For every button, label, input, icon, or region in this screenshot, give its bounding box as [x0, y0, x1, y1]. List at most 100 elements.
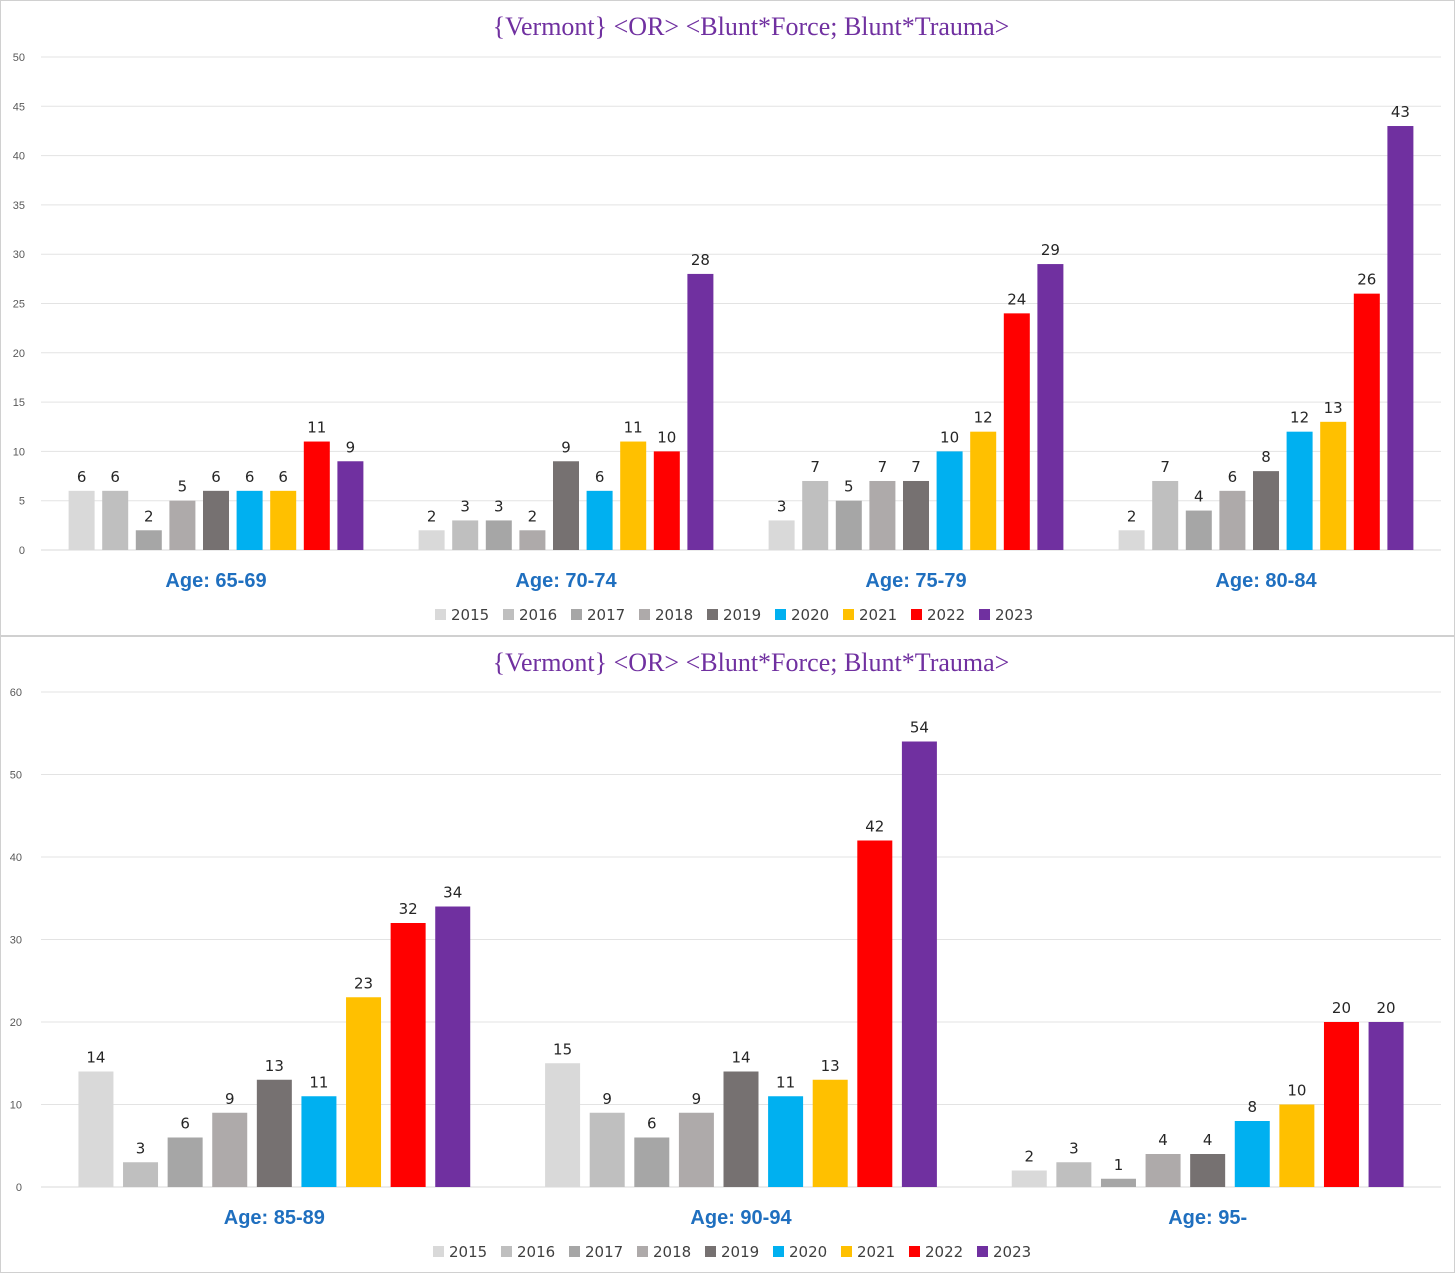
category-label: Age: 85-89: [224, 1207, 325, 1229]
legend-swatch: [707, 609, 718, 620]
bar: [903, 480, 929, 550]
bar: [1387, 126, 1414, 551]
legend-swatch: [435, 609, 446, 620]
bar: [123, 1162, 159, 1187]
data-label: 9: [561, 438, 571, 456]
legend-label: 2020: [791, 606, 829, 624]
y-tick-label: 15: [13, 397, 25, 409]
bar: [1056, 1162, 1092, 1187]
data-label: 6: [595, 468, 605, 486]
data-label: 13: [821, 1057, 840, 1075]
category-label: Age: 70-74: [515, 570, 617, 592]
y-tick-label: 10: [10, 1100, 22, 1112]
bar: [1118, 530, 1145, 550]
data-label: 2: [528, 507, 538, 525]
category-label: Age: 75-79: [865, 570, 966, 592]
y-tick-label: 60: [10, 687, 22, 699]
y-tick-label: 50: [10, 770, 22, 782]
bar: [970, 431, 997, 550]
data-label: 14: [731, 1049, 750, 1067]
bar: [346, 997, 382, 1187]
data-label: 6: [647, 1115, 657, 1133]
bar: [303, 441, 330, 550]
legend-label: 2021: [859, 606, 897, 624]
data-label: 6: [110, 468, 120, 486]
data-label: 11: [307, 419, 326, 437]
bar: [869, 480, 896, 550]
bar: [236, 490, 263, 550]
data-label: 3: [1069, 1139, 1079, 1157]
y-tick-label: 20: [13, 348, 25, 360]
y-tick-label: 45: [13, 101, 25, 113]
bar: [301, 1096, 337, 1187]
data-label: 24: [1007, 290, 1026, 308]
data-label: 13: [1324, 399, 1343, 417]
bar: [390, 923, 426, 1187]
data-label: 7: [810, 458, 820, 476]
legend-label: 2016: [519, 606, 557, 624]
category-label: Age: 80-84: [1215, 570, 1317, 592]
legend-label: 2017: [587, 606, 625, 624]
data-label: 2: [1024, 1148, 1034, 1166]
legend-label: 2023: [995, 606, 1033, 624]
y-tick-label: 25: [13, 299, 25, 311]
bar-chart-bottom: {Vermont} <OR> <Blunt*Force; Blunt*Traum…: [10, 648, 1441, 1261]
y-tick-label: 30: [13, 249, 25, 261]
data-label: 42: [865, 818, 884, 836]
bar: [135, 530, 162, 550]
legend-label: 2017: [585, 1243, 623, 1261]
bar: [553, 461, 579, 550]
bar: [1279, 1104, 1315, 1187]
bar: [936, 451, 963, 550]
data-label: 2: [144, 507, 154, 525]
bar: [812, 1079, 848, 1187]
legend-swatch: [637, 1246, 648, 1257]
bar: [1037, 264, 1064, 550]
bar: [435, 906, 471, 1187]
bar: [256, 1079, 292, 1187]
data-label: 4: [1203, 1131, 1213, 1149]
data-label: 9: [346, 438, 356, 456]
bar: [1253, 471, 1279, 550]
legend-swatch: [705, 1246, 716, 1257]
legend-label: 2022: [925, 1243, 963, 1261]
bar: [687, 273, 714, 550]
y-tick-label: 5: [19, 496, 25, 508]
data-label: 7: [911, 458, 921, 476]
data-label: 23: [354, 974, 373, 992]
data-label: 6: [1228, 468, 1238, 486]
legend-label: 2022: [927, 606, 965, 624]
chart-panel-bottom: {Vermont} <OR> <Blunt*Force; Blunt*Traum…: [0, 636, 1455, 1273]
legend-swatch: [571, 609, 582, 620]
y-tick-label: 20: [10, 1017, 22, 1029]
bar: [1185, 510, 1212, 550]
data-label: 9: [225, 1090, 235, 1108]
bar: [545, 1063, 581, 1187]
data-label: 5: [178, 478, 188, 496]
y-tick-label: 40: [13, 151, 25, 163]
y-tick-label: 0: [19, 545, 25, 557]
bar: [1152, 480, 1179, 550]
legend-swatch: [909, 1246, 920, 1257]
legend-label: 2019: [721, 1243, 759, 1261]
bar: [203, 490, 229, 550]
data-label: 54: [910, 719, 929, 737]
bar: [1190, 1154, 1226, 1187]
bar: [68, 490, 95, 550]
legend-swatch: [977, 1246, 988, 1257]
y-tick-label: 35: [13, 200, 25, 212]
y-tick-label: 40: [10, 852, 22, 864]
data-label: 11: [309, 1073, 328, 1091]
category-label: Age: 90-94: [690, 1207, 792, 1229]
data-label: 4: [1194, 488, 1204, 506]
data-label: 3: [777, 497, 787, 515]
category-label: Age: 65-69: [165, 570, 266, 592]
legend-swatch: [775, 609, 786, 620]
data-label: 9: [692, 1090, 702, 1108]
legend-label: 2019: [723, 606, 761, 624]
bar: [1353, 293, 1380, 550]
data-label: 6: [211, 468, 221, 486]
bar: [1368, 1022, 1404, 1187]
data-label: 26: [1357, 271, 1376, 289]
data-label: 10: [940, 428, 959, 446]
